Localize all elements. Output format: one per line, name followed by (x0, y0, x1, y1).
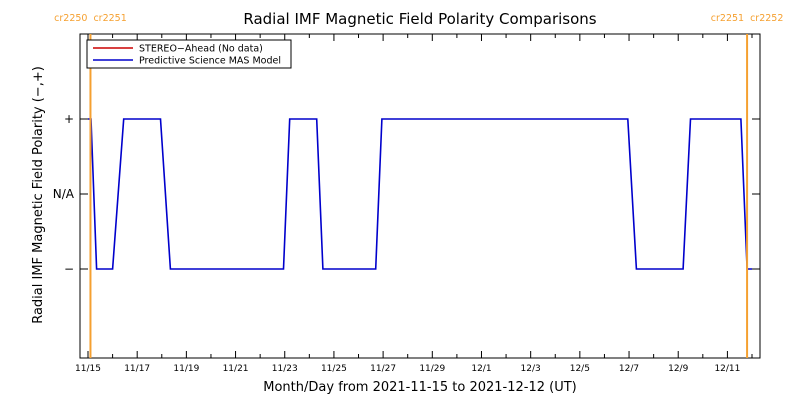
carrington-label-left: cr2251 (711, 13, 744, 24)
x-tick-label: 11/29 (419, 364, 445, 374)
carrington-label-right: cr2252 (750, 13, 783, 24)
carrington-label-left: cr2250 (54, 13, 87, 24)
x-axis-label: Month/Day from 2021-11-15 to 2021-12-12 … (263, 380, 576, 395)
x-tick-label: 11/17 (124, 364, 150, 374)
x-tick-label: 11/25 (321, 364, 347, 374)
y-tick-label: + (64, 112, 74, 126)
y-axis-label: Radial IMF Magnetic Field Polarity (−,+) (31, 66, 46, 324)
series-layer (88, 118, 752, 270)
y-tick-label: − (64, 262, 74, 276)
x-tick-label: 12/11 (714, 364, 740, 374)
legend-label-stereo: STEREO−Ahead (No data) (139, 44, 263, 55)
y-ticks: + N/A − (53, 112, 760, 276)
x-tick-label: 12/9 (668, 364, 688, 374)
x-tick-label: 11/23 (272, 364, 298, 374)
plot-frame (79, 33, 761, 359)
legend: STEREO−Ahead (No data) Predictive Scienc… (86, 39, 292, 69)
x-ticks: 11/15 11/17 11/19 11/21 11/23 11/25 11/27 11/29… (75, 34, 753, 374)
chart-title: Radial IMF Magnetic Field Polarity Compa… (243, 10, 596, 28)
x-tick-label: 12/1 (471, 364, 491, 374)
x-tick-label: 11/15 (75, 364, 101, 374)
x-tick-label: 12/3 (521, 364, 541, 374)
x-tick-label: 12/7 (619, 364, 639, 374)
series-line-mas-model (88, 118, 752, 270)
x-tick-label: 11/19 (173, 364, 199, 374)
legend-box (86, 39, 292, 69)
x-tick-label: 11/27 (370, 364, 396, 374)
carrington-markers: cr2250 cr2251 cr2251 cr2252 (54, 13, 783, 358)
x-tick-label: 11/21 (223, 364, 249, 374)
x-tick-label: 12/5 (570, 364, 590, 374)
carrington-label-right: cr2251 (93, 13, 126, 24)
legend-label-mas: Predictive Science MAS Model (139, 56, 281, 67)
y-tick-label: N/A (53, 187, 75, 201)
